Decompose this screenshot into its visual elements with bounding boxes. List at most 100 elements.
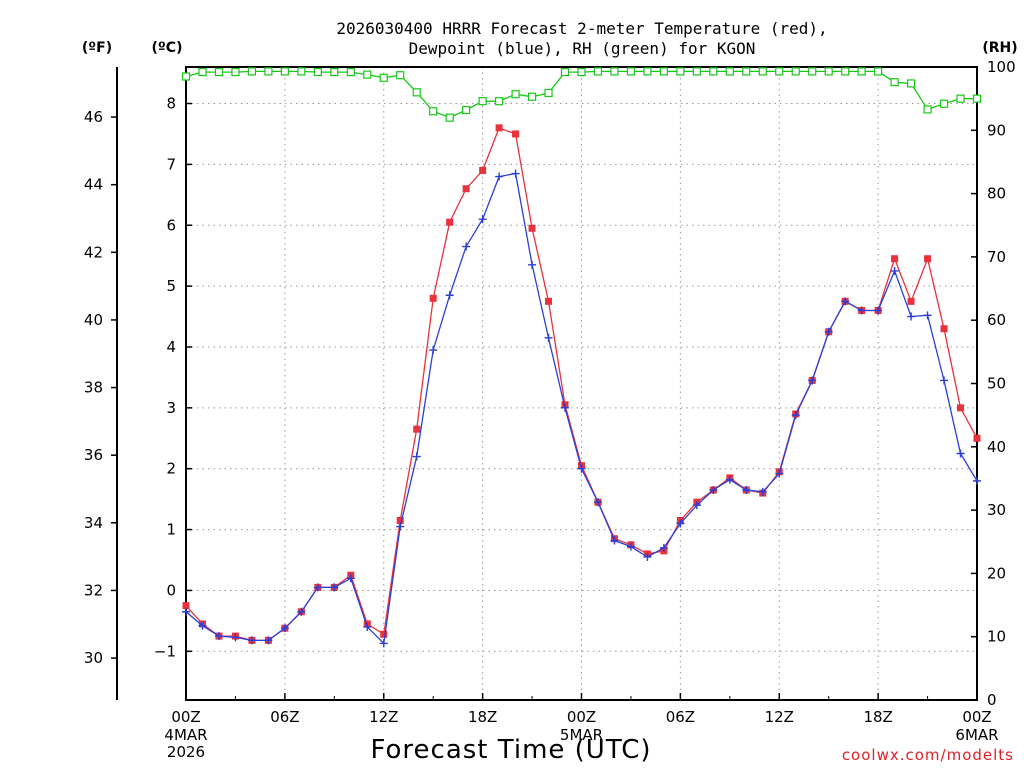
dewpoint-point bbox=[808, 376, 817, 385]
rh-point bbox=[857, 67, 866, 76]
dewpoint-point bbox=[280, 624, 289, 633]
dewpoint-point bbox=[593, 498, 602, 507]
temperature-point bbox=[479, 166, 487, 174]
fahrenheit-tick-label: 42 bbox=[84, 243, 103, 261]
time-tick-label: 18Z bbox=[468, 708, 497, 726]
dewpoint-point bbox=[758, 487, 767, 496]
temperature-point bbox=[957, 404, 965, 412]
rh-point bbox=[379, 73, 388, 82]
dewpoint-point bbox=[841, 297, 850, 306]
dewpoint-point bbox=[445, 291, 454, 300]
dewpoint-point bbox=[214, 632, 223, 641]
dewpoint-point bbox=[297, 607, 306, 616]
rh-point bbox=[906, 79, 916, 88]
dewpoint-point bbox=[874, 306, 883, 315]
dewpoint-point bbox=[247, 636, 256, 645]
rh-point bbox=[972, 94, 982, 103]
temperature-point bbox=[512, 130, 520, 138]
rh-point bbox=[511, 90, 520, 99]
rh-tick-label: 50 bbox=[987, 375, 1006, 393]
time-tick-label: 12Z bbox=[765, 708, 794, 726]
dewpoint-point bbox=[956, 449, 965, 458]
rh-point bbox=[939, 99, 949, 108]
rh-point bbox=[824, 67, 833, 76]
rh-point bbox=[709, 67, 718, 76]
fahrenheit-tick-label: 38 bbox=[84, 379, 103, 397]
rh-tick-label: 40 bbox=[987, 438, 1006, 456]
celsius-unit-label: (ºC) bbox=[152, 40, 183, 56]
dewpoint-point bbox=[231, 633, 240, 642]
rh-point bbox=[956, 94, 965, 103]
temperature-point bbox=[907, 297, 915, 305]
rh-point bbox=[346, 67, 355, 77]
time-tick-label: 00Z bbox=[962, 708, 991, 726]
fahrenheit-tick-label: 30 bbox=[84, 649, 103, 667]
celsius-tick-label: 6 bbox=[166, 216, 176, 234]
dewpoint-point bbox=[709, 486, 718, 495]
fahrenheit-tick-label: 46 bbox=[84, 108, 103, 126]
celsius-tick-label: 1 bbox=[166, 521, 176, 539]
dewpoint-point bbox=[313, 583, 322, 592]
rh-point bbox=[626, 67, 636, 76]
rh-tick-label: 20 bbox=[987, 564, 1006, 582]
dewpoint-point bbox=[692, 501, 701, 510]
rh-point bbox=[363, 70, 372, 79]
dewpoint-point bbox=[577, 464, 586, 473]
celsius-tick-label: 0 bbox=[166, 581, 176, 599]
dewpoint-point bbox=[264, 636, 273, 645]
dewpoint-point bbox=[462, 242, 471, 251]
rh-point bbox=[841, 67, 850, 76]
temperature-point bbox=[396, 516, 404, 524]
time-tick-label: 06Z bbox=[666, 708, 695, 726]
title-line-2: Dewpoint (blue), RH (green) for KGON bbox=[409, 39, 756, 58]
temperature-point bbox=[462, 185, 470, 193]
time-tick-label: 00Z bbox=[567, 708, 596, 726]
rh-point bbox=[923, 105, 932, 114]
celsius-tick-label: 8 bbox=[166, 95, 176, 113]
rh-point bbox=[560, 67, 570, 77]
temperature-point bbox=[446, 218, 454, 226]
rh-point bbox=[495, 97, 504, 106]
temperature-point bbox=[924, 255, 932, 263]
time-tick-label: 00Z bbox=[171, 708, 200, 726]
celsius-tick-label: 2 bbox=[166, 460, 176, 478]
rh-tick-label: 70 bbox=[987, 248, 1006, 266]
rh-point bbox=[527, 92, 537, 101]
dewpoint-point bbox=[973, 476, 981, 485]
series-layer bbox=[181, 67, 982, 648]
rh-tick-label: 10 bbox=[987, 628, 1006, 646]
dewpoint-point bbox=[940, 376, 949, 385]
date-label: 5MAR bbox=[560, 726, 603, 744]
dewpoint-point bbox=[412, 452, 421, 461]
rh-point bbox=[478, 97, 487, 106]
rh-point bbox=[181, 72, 191, 81]
time-tick-label: 18Z bbox=[863, 708, 892, 726]
rh-point bbox=[280, 67, 289, 76]
dewpoint-point bbox=[742, 486, 751, 495]
chart-title: 2026030400 HRRR Forecast 2-meter Tempera… bbox=[336, 19, 827, 58]
rh-point bbox=[775, 67, 784, 76]
time-tick-label: 12Z bbox=[369, 708, 398, 726]
rh-point bbox=[297, 67, 306, 76]
rh-point bbox=[758, 67, 767, 76]
rh-point bbox=[396, 71, 405, 80]
celsius-tick-label: 4 bbox=[166, 338, 176, 356]
dewpoint-point bbox=[478, 215, 487, 224]
dewpoint-series bbox=[182, 169, 981, 648]
celsius-tick-label: −1 bbox=[154, 642, 176, 660]
temperature-point bbox=[545, 297, 553, 305]
dewpoint-point bbox=[775, 469, 784, 478]
dewpoint-point bbox=[379, 639, 388, 648]
temperature-point bbox=[182, 602, 190, 610]
temperature-point bbox=[528, 224, 536, 232]
time-tick-label: 06Z bbox=[270, 708, 299, 726]
rh-point bbox=[676, 67, 685, 76]
date-label: 4MAR bbox=[164, 726, 207, 744]
date-label: 2026 bbox=[167, 743, 205, 761]
fahrenheit-tick-label: 32 bbox=[84, 581, 103, 599]
time-axis: 00Z 06Z 12Z 18Z 00Z 06Z 12Z 18Z 00Z bbox=[171, 693, 992, 726]
rh-point bbox=[544, 88, 553, 98]
rh-tick-label: 0 bbox=[987, 691, 997, 709]
temperature-series bbox=[182, 124, 981, 644]
